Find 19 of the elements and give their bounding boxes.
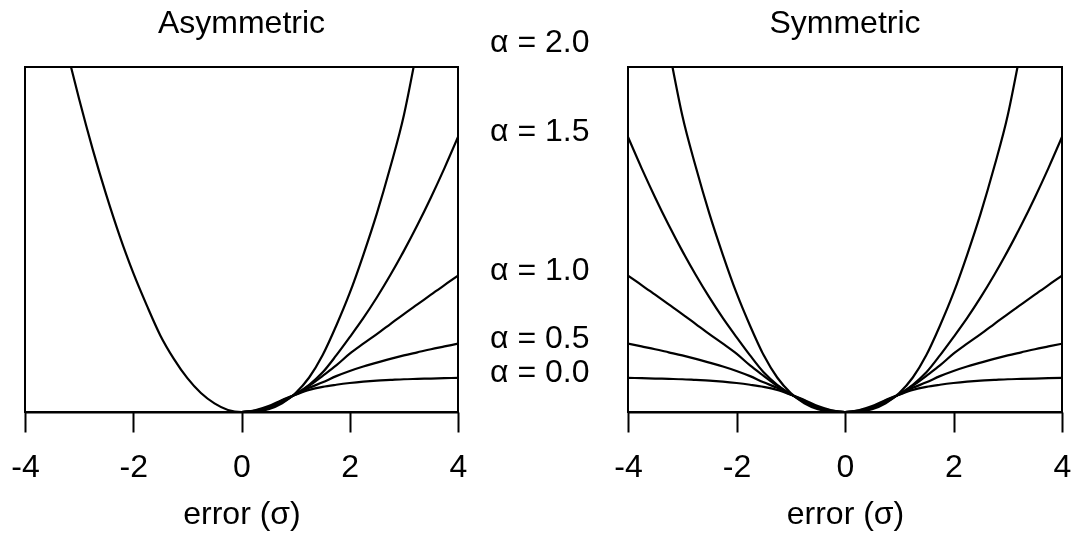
x-tick-label: -2 — [722, 447, 752, 484]
chart-title: Symmetric — [769, 4, 921, 40]
text: α = 2.0 — [490, 23, 590, 59]
series-label: α = 0.0 — [490, 352, 590, 389]
x-tick-label: 2 — [945, 447, 963, 484]
x-tick-label: 0 — [836, 447, 855, 484]
x-tick-label: -4 — [11, 447, 40, 484]
series-label: α = 1.5 — [490, 112, 590, 149]
series-label: α = 0.5 — [490, 318, 590, 355]
chart-title: Asymmetric — [157, 4, 326, 40]
x-tick-label: 4 — [449, 447, 468, 484]
series-label: α = 1.0 — [490, 250, 590, 287]
x-tick-label: 2 — [341, 447, 360, 484]
x-tick-label: -4 — [614, 447, 643, 484]
x-axis-title: error (σ) — [183, 494, 301, 531]
x-tick-label: -2 — [119, 447, 148, 484]
x-tick-label: 0 — [233, 447, 251, 484]
x-axis-title: error (σ) — [786, 494, 905, 531]
x-tick-label: 4 — [1053, 447, 1072, 484]
